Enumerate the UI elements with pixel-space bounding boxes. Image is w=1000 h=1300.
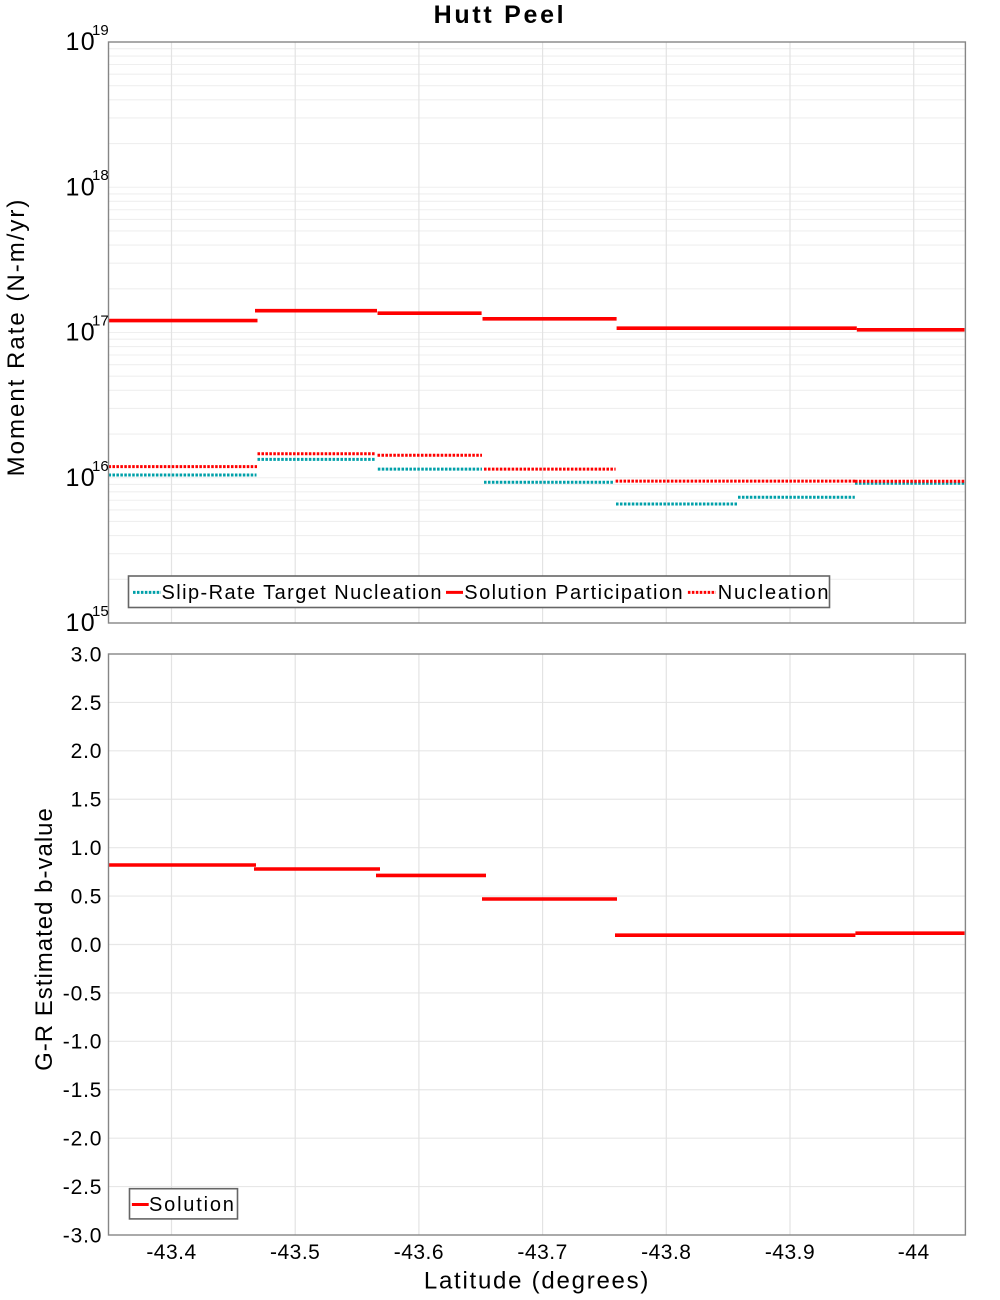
svg-text:0.5: 0.5 bbox=[71, 886, 103, 909]
svg-text:10: 10 bbox=[66, 28, 96, 56]
svg-text:2.5: 2.5 bbox=[71, 692, 103, 715]
svg-text:-43.9: -43.9 bbox=[765, 1241, 815, 1264]
svg-text:-0.5: -0.5 bbox=[63, 982, 102, 1005]
svg-text:Slip-Rate Target Nucleation: Slip-Rate Target Nucleation bbox=[162, 582, 443, 604]
svg-text:-2.0: -2.0 bbox=[63, 1128, 102, 1151]
svg-text:Hutt Peel: Hutt Peel bbox=[434, 1, 567, 29]
svg-text:1.5: 1.5 bbox=[71, 789, 103, 812]
svg-text:18: 18 bbox=[92, 167, 109, 184]
svg-text:Latitude (degrees): Latitude (degrees) bbox=[424, 1268, 650, 1295]
svg-text:10: 10 bbox=[66, 609, 96, 637]
svg-text:Solution: Solution bbox=[149, 1194, 236, 1216]
svg-text:0.0: 0.0 bbox=[71, 934, 103, 957]
svg-text:15: 15 bbox=[92, 603, 109, 620]
svg-text:10: 10 bbox=[66, 173, 96, 201]
svg-text:3.0: 3.0 bbox=[71, 643, 103, 666]
svg-text:2.0: 2.0 bbox=[71, 740, 103, 763]
svg-text:-44: -44 bbox=[898, 1241, 930, 1264]
svg-text:-43.6: -43.6 bbox=[394, 1241, 444, 1264]
svg-text:-43.5: -43.5 bbox=[270, 1241, 320, 1264]
svg-text:16: 16 bbox=[92, 458, 109, 475]
svg-text:Nucleation: Nucleation bbox=[718, 582, 831, 604]
svg-text:-1.5: -1.5 bbox=[63, 1079, 102, 1102]
svg-text:G-R Estimated b-value: G-R Estimated b-value bbox=[31, 807, 58, 1071]
svg-text:10: 10 bbox=[66, 464, 96, 492]
svg-text:17: 17 bbox=[92, 313, 109, 330]
svg-text:-2.5: -2.5 bbox=[63, 1176, 102, 1199]
svg-text:Moment Rate (N-m/yr): Moment Rate (N-m/yr) bbox=[3, 198, 30, 477]
svg-text:10: 10 bbox=[66, 319, 96, 347]
svg-text:19: 19 bbox=[92, 22, 109, 39]
svg-text:1.0: 1.0 bbox=[71, 837, 103, 860]
svg-text:-3.0: -3.0 bbox=[63, 1224, 102, 1247]
svg-text:-1.0: -1.0 bbox=[63, 1031, 102, 1054]
svg-text:Solution Participation: Solution Participation bbox=[464, 582, 684, 604]
svg-text:-43.7: -43.7 bbox=[517, 1241, 567, 1264]
svg-text:-43.4: -43.4 bbox=[146, 1241, 196, 1264]
svg-text:-43.8: -43.8 bbox=[641, 1241, 691, 1264]
